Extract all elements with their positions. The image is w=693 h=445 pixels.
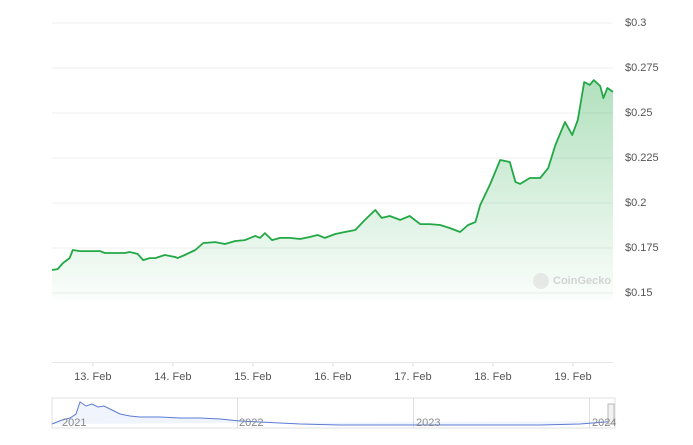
x-tick-label: 16. Feb [314,371,351,383]
y-tick-label: $0.2 [625,197,646,209]
price-area [52,80,613,300]
navigator-label: 2023 [416,417,440,429]
x-tick-label: 14. Feb [154,371,191,383]
y-tick-label: $0.25 [625,107,653,119]
navigator-label: 2024 [592,417,616,429]
y-tick-label: $0.3 [625,17,646,29]
navigator-frame [51,397,616,429]
x-tick-label: 19. Feb [554,371,591,383]
y-tick-label: $0.275 [625,62,659,74]
x-tick-label: 18. Feb [474,371,511,383]
y-tick-label: $0.225 [625,152,659,164]
price-line [51,79,614,271]
y-tick-label: $0.175 [625,242,659,254]
navigator-handle[interactable] [607,403,615,425]
x-tick-label: 15. Feb [234,371,271,383]
x-tick-label: 13. Feb [74,371,111,383]
navigator: 2021 2022 2023 2024 [51,397,616,429]
watermark: CoinGecko [533,273,611,289]
navigator-line [51,401,614,426]
x-tick-label: 17. Feb [394,371,431,383]
watermark-text: CoinGecko [553,275,611,287]
watermark-logo [533,273,549,289]
y-tick-label: $0.15 [625,287,653,299]
navigator-label: 2021 [62,417,86,429]
navigator-label: 2022 [239,417,263,429]
